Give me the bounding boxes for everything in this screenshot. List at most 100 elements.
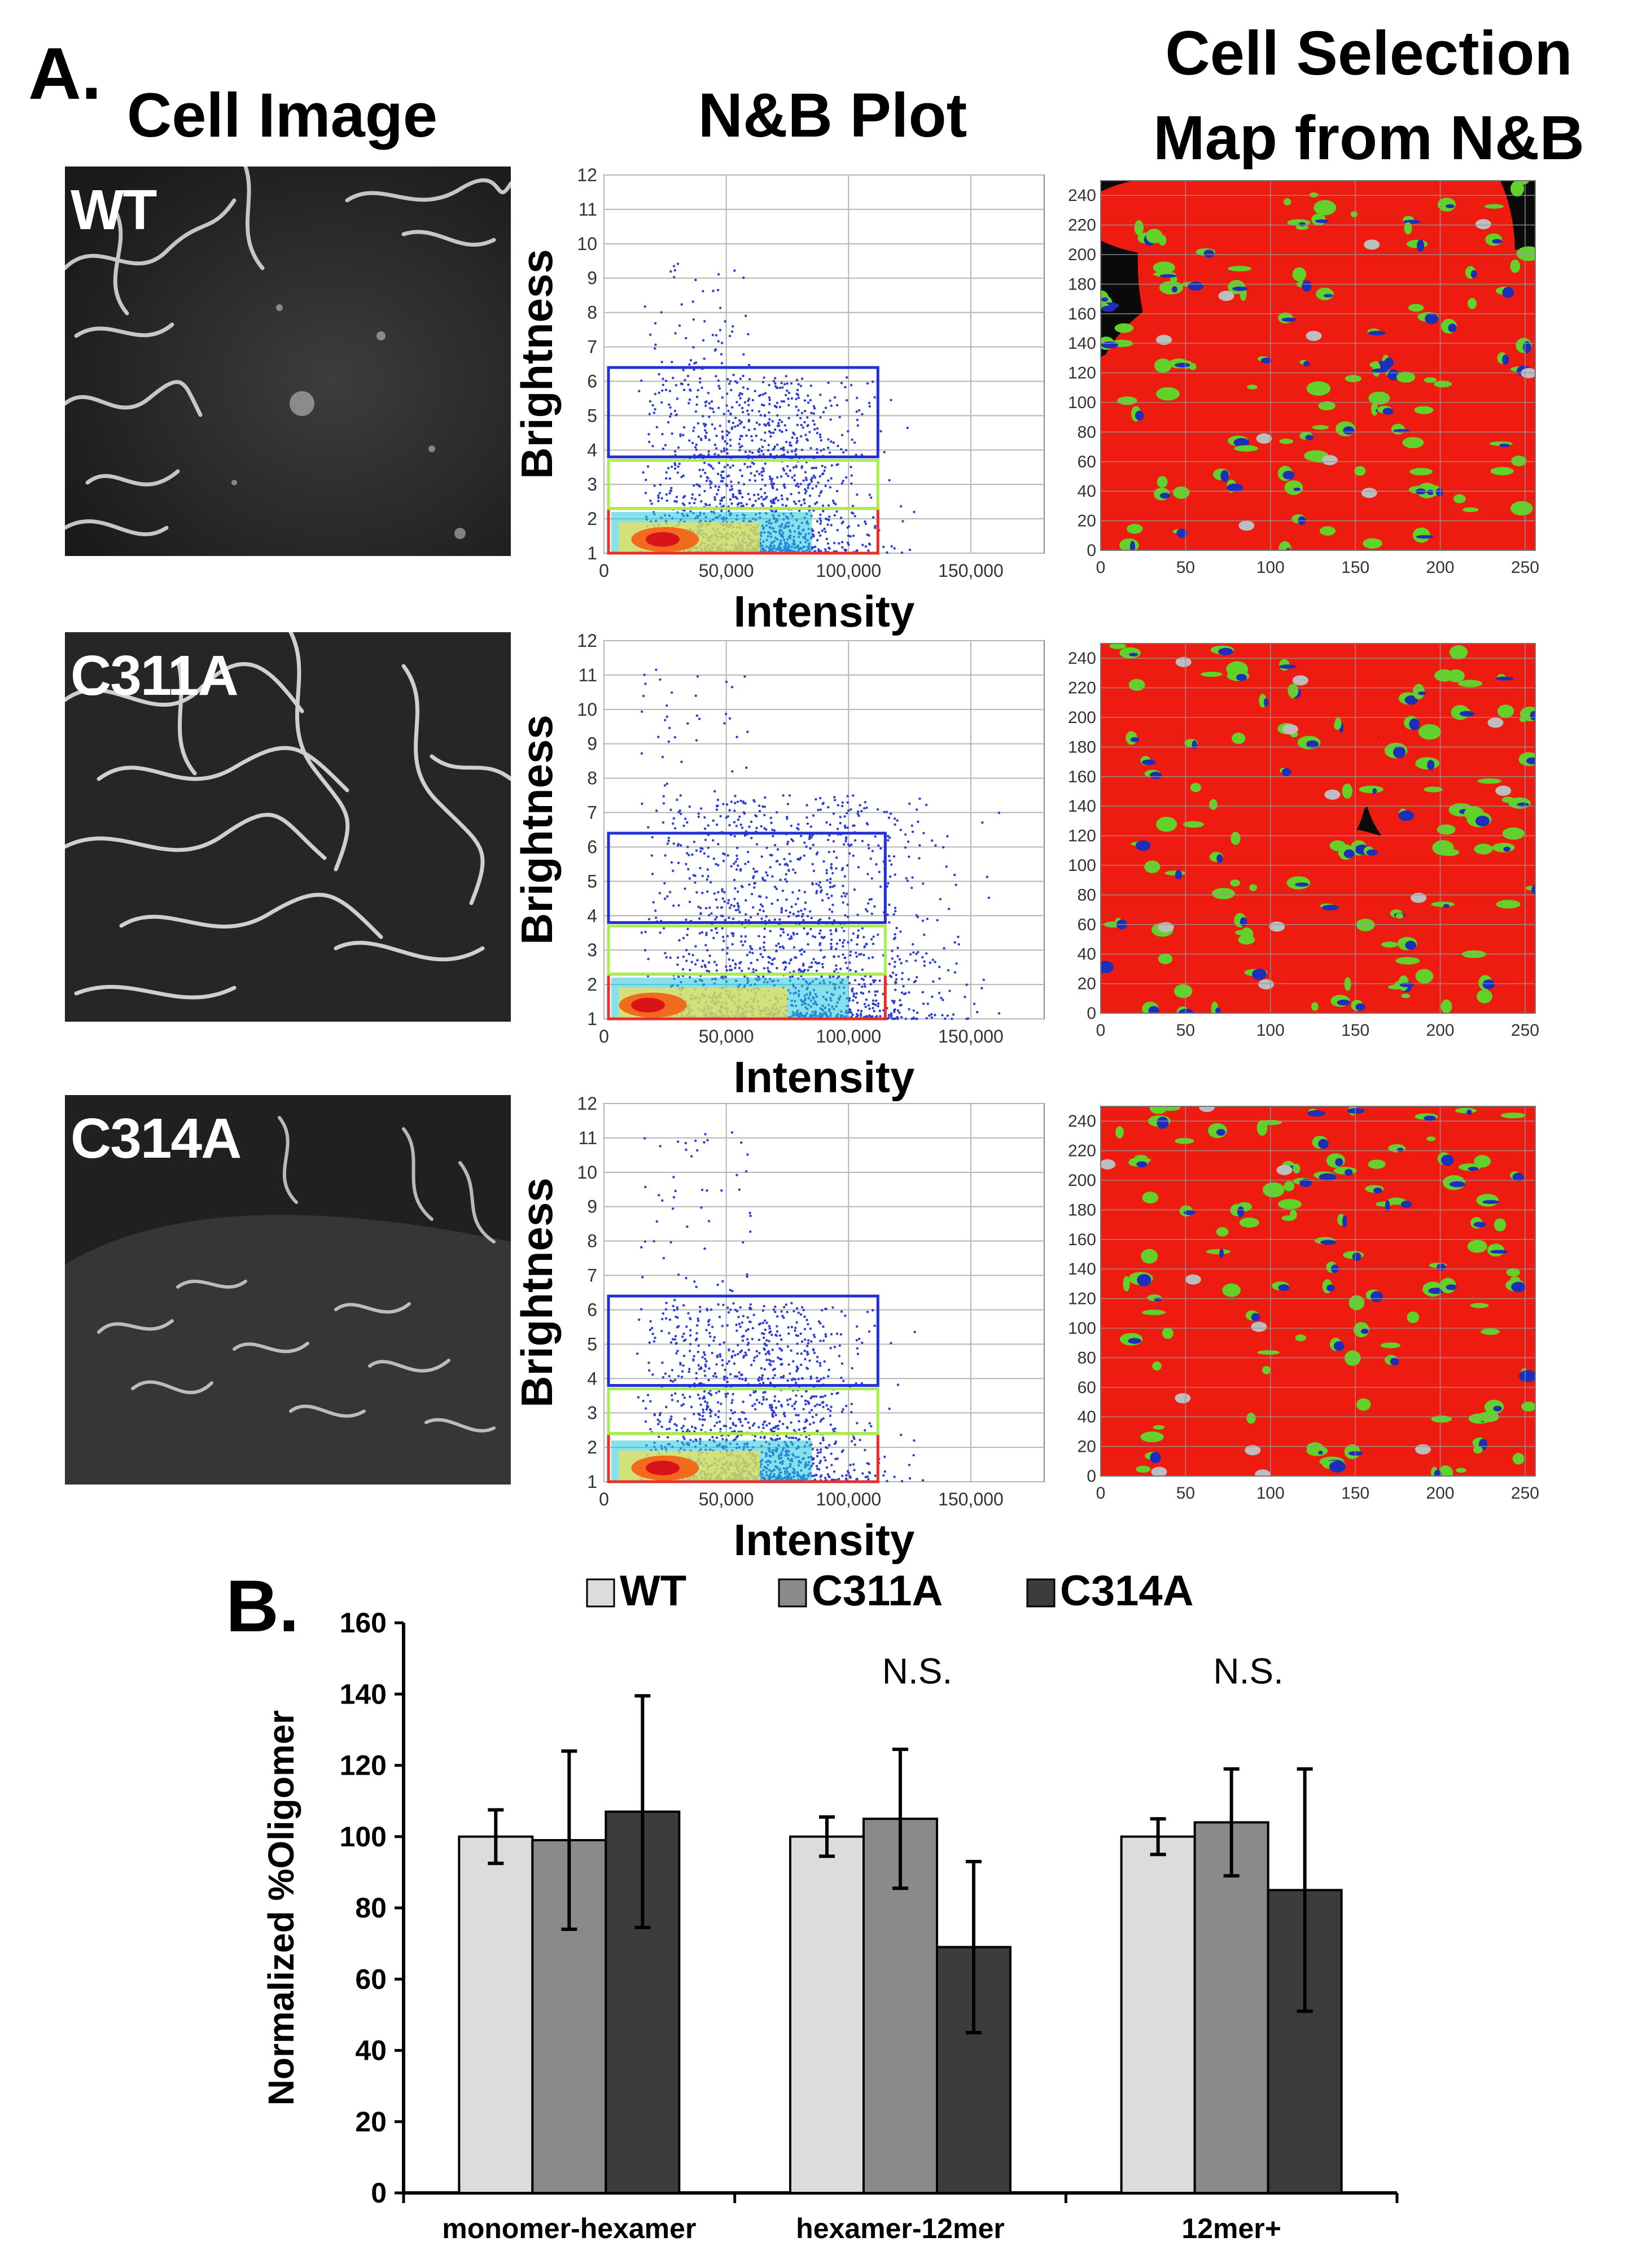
- scatter-point: [785, 873, 787, 875]
- scatter-point: [671, 1338, 675, 1341]
- scatter-point: [735, 846, 739, 850]
- scatter-point: [673, 409, 677, 413]
- scatter-point: [852, 535, 855, 537]
- scatter-point: [682, 1435, 685, 1438]
- y-tick-label: 6: [587, 1299, 597, 1320]
- scatter-point: [848, 961, 851, 964]
- scatter-point: [776, 1315, 779, 1318]
- scatter-point: [649, 1400, 652, 1403]
- scatter-point: [704, 404, 707, 407]
- scatter-point: [838, 939, 842, 942]
- scatter-point: [887, 816, 891, 819]
- scatter-point: [732, 325, 734, 328]
- scatter-point: [762, 467, 765, 470]
- scatter-point: [689, 359, 693, 362]
- scatter-point: [822, 1439, 825, 1442]
- scatter-point: [819, 522, 822, 525]
- scatter-point: [716, 798, 720, 802]
- scatter-point: [820, 975, 823, 978]
- scatter-point: [711, 1435, 714, 1439]
- scatter-point: [733, 897, 736, 900]
- scatter-point: [752, 799, 755, 802]
- scatter-point: [792, 1360, 795, 1363]
- y-axis-label: Brightness: [512, 249, 562, 479]
- scatter-point: [786, 1426, 789, 1429]
- scatter-point: [773, 885, 777, 888]
- scatter-point: [763, 1304, 765, 1308]
- scatter-point: [818, 943, 821, 947]
- scatter-point: [708, 415, 711, 418]
- scatter-point: [778, 1334, 782, 1337]
- scatter-point: [742, 800, 745, 803]
- scatter-point: [804, 434, 807, 436]
- scatter-point: [795, 392, 798, 395]
- scatter-point: [770, 1408, 773, 1411]
- scatter-point: [739, 1420, 742, 1424]
- scatter-point: [912, 951, 915, 954]
- scatter-point: [872, 1309, 874, 1312]
- scatter-point: [822, 1377, 825, 1380]
- scatter-point: [742, 1400, 745, 1403]
- scatter-point: [843, 875, 847, 878]
- scatter-point: [856, 936, 859, 939]
- scatter-point: [742, 483, 746, 486]
- scatter-point: [783, 424, 786, 427]
- scatter-point: [765, 1339, 768, 1342]
- scatter-point: [861, 1472, 864, 1475]
- scatter-point: [947, 969, 950, 972]
- scatter-point: [758, 1352, 761, 1355]
- scatter-point: [767, 449, 770, 452]
- scatter-point: [723, 1378, 726, 1381]
- scatter-point: [775, 811, 778, 814]
- scatter-point: [859, 1438, 861, 1442]
- scatter-point: [733, 1362, 736, 1365]
- scatter-point: [660, 361, 663, 364]
- scatter-point: [812, 419, 814, 422]
- scatter-point: [771, 420, 774, 423]
- scatter-point: [662, 378, 664, 380]
- scatter-point: [811, 1416, 814, 1418]
- scatter-point: [786, 803, 790, 805]
- scatter-point: [904, 846, 907, 849]
- scatter-point: [833, 1470, 836, 1473]
- scatter-point: [764, 1319, 767, 1322]
- scatter-point: [780, 400, 783, 403]
- scatter-point: [768, 424, 771, 427]
- scatter-point: [923, 933, 926, 936]
- scatter-point: [776, 966, 778, 970]
- scatter-point: [725, 1377, 728, 1380]
- scatter-point: [864, 1005, 867, 1009]
- scatter-point: [796, 1368, 799, 1371]
- scatter-point: [877, 1005, 879, 1008]
- scatter-point: [727, 1311, 730, 1314]
- scatter-point: [714, 1413, 717, 1416]
- scatter-point: [702, 469, 704, 471]
- scatter-point: [922, 882, 925, 885]
- scatter-point: [811, 1448, 814, 1451]
- scatter-point: [812, 843, 815, 846]
- scatter-point: [744, 802, 747, 805]
- scatter-point: [831, 910, 834, 913]
- scatter-point: [853, 979, 857, 982]
- scatter-point: [817, 1320, 821, 1323]
- scatter-point: [808, 505, 811, 507]
- scatter-point: [762, 1426, 765, 1429]
- scatter-point: [792, 1310, 795, 1312]
- scatter-point: [742, 1411, 746, 1415]
- scatter-point: [743, 975, 746, 978]
- scatter-point: [757, 935, 760, 938]
- scatter-point: [660, 311, 663, 314]
- scatter-point: [844, 826, 847, 829]
- scatter-point: [764, 879, 767, 882]
- scatter-point: [738, 815, 741, 818]
- scatter-point: [929, 961, 932, 964]
- scatter-point: [765, 1321, 768, 1324]
- scatter-point: [868, 543, 872, 546]
- scatter-point: [826, 1473, 829, 1476]
- scatter-point: [719, 1428, 722, 1430]
- scatter-point: [846, 967, 849, 970]
- scatter-point: [738, 443, 741, 445]
- scatter-point: [663, 784, 667, 787]
- scatter-point: [879, 885, 882, 888]
- scatter-point: [765, 846, 768, 850]
